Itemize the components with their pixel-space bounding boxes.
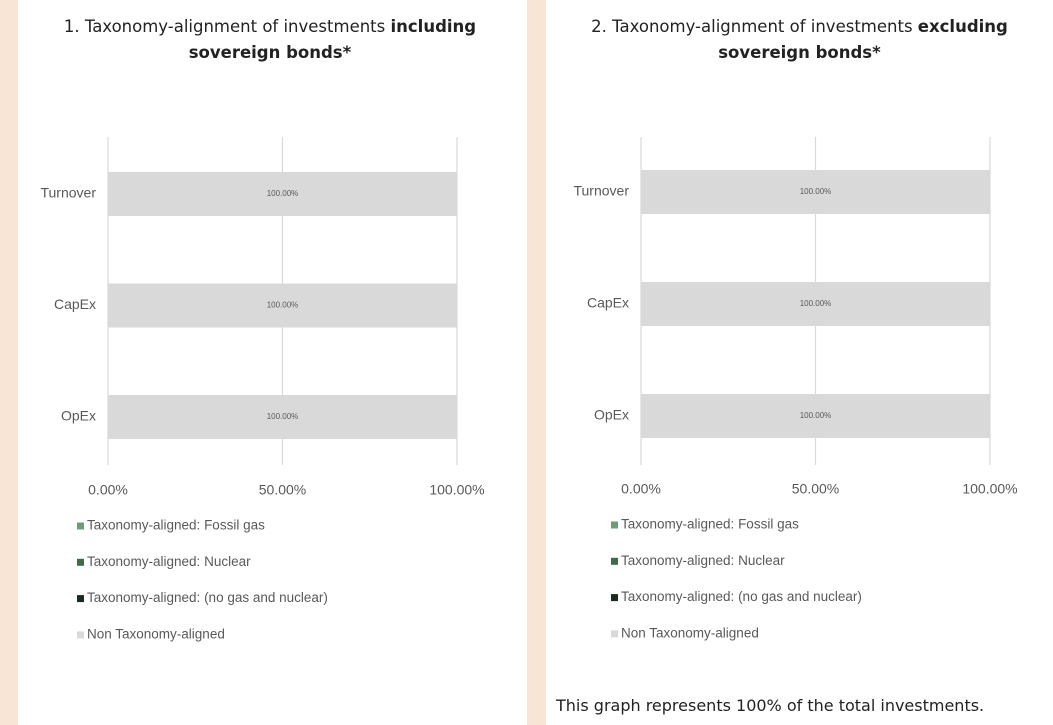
legend-label: Non Taxonomy-aligned [621, 625, 759, 640]
bar-segment [641, 394, 990, 438]
legend-label: Taxonomy-aligned: Nuclear [87, 554, 251, 569]
bar-segment [641, 282, 990, 326]
panel [18, 0, 527, 725]
x-tick-label: 0.00% [88, 482, 128, 498]
x-tick-label: 0.00% [621, 481, 661, 497]
x-tick-label: 100.00% [962, 481, 1017, 497]
bar-segment [641, 170, 990, 214]
legend-swatch [77, 631, 84, 639]
legend-swatch [77, 558, 84, 566]
legend-label: Non Taxonomy-aligned [87, 626, 225, 641]
footnote: This graph represents 100% of the total … [556, 696, 985, 715]
legend-swatch [611, 521, 618, 529]
bar-segment [108, 395, 457, 439]
y-tick-label: OpEx [61, 408, 96, 424]
legend-swatch [611, 630, 618, 638]
legend-swatch [611, 594, 618, 602]
title-text: 2. Taxonomy-alignment of investments [591, 17, 913, 36]
data-label: 100.00% [267, 189, 299, 198]
data-label: 100.00% [267, 412, 299, 421]
bar-segment [108, 172, 457, 216]
data-label: 100.00% [800, 299, 832, 308]
y-tick-label: CapEx [587, 295, 629, 311]
title-emphasis: excluding sovereign bonds* [718, 17, 1008, 62]
legend-label: Taxonomy-aligned: (no gas and nuclear) [621, 589, 862, 604]
panel [546, 0, 1053, 725]
legend-swatch [611, 557, 618, 565]
bar-segment [108, 283, 457, 328]
title-text: 1. Taxonomy-alignment of investments [63, 17, 386, 36]
x-tick-label: 50.00% [792, 481, 839, 497]
y-tick-label: OpEx [594, 407, 629, 423]
legend-swatch [77, 595, 84, 603]
data-label: 100.00% [800, 411, 832, 420]
y-tick-label: Turnover [573, 183, 629, 199]
legend-label: Taxonomy-aligned: (no gas and nuclear) [87, 590, 328, 605]
legend-label: Taxonomy-aligned: Fossil gas [621, 517, 799, 532]
legend-swatch [77, 522, 84, 530]
x-tick-label: 50.00% [259, 482, 306, 498]
y-tick-label: Turnover [40, 185, 96, 201]
y-tick-label: CapEx [54, 296, 96, 312]
legend-label: Taxonomy-aligned: Nuclear [621, 553, 785, 568]
legend-label: Taxonomy-aligned: Fossil gas [87, 518, 265, 533]
data-label: 100.00% [267, 301, 299, 310]
chart-title: 2. Taxonomy-alignment of investments exc… [557, 14, 1042, 66]
chart-title: 1. Taxonomy-alignment of investments inc… [30, 14, 510, 66]
data-label: 100.00% [800, 187, 832, 196]
title-emphasis: including sovereign bonds* [188, 17, 477, 62]
x-tick-label: 100.00% [429, 482, 484, 498]
